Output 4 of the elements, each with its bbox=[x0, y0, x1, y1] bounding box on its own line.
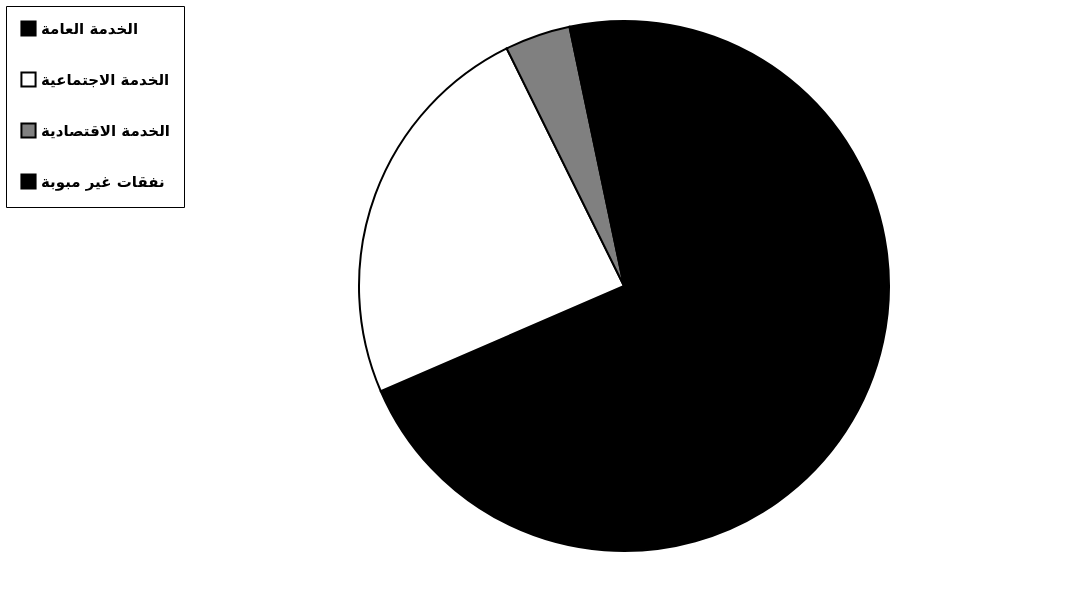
legend-label: الخدمة الاجتماعية bbox=[41, 70, 170, 89]
legend-label: الخدمة العامة bbox=[41, 19, 139, 38]
legend-label: نفقات غير مبوبة bbox=[41, 172, 165, 191]
legend-label: الخدمة الاقتصادية bbox=[41, 121, 170, 140]
